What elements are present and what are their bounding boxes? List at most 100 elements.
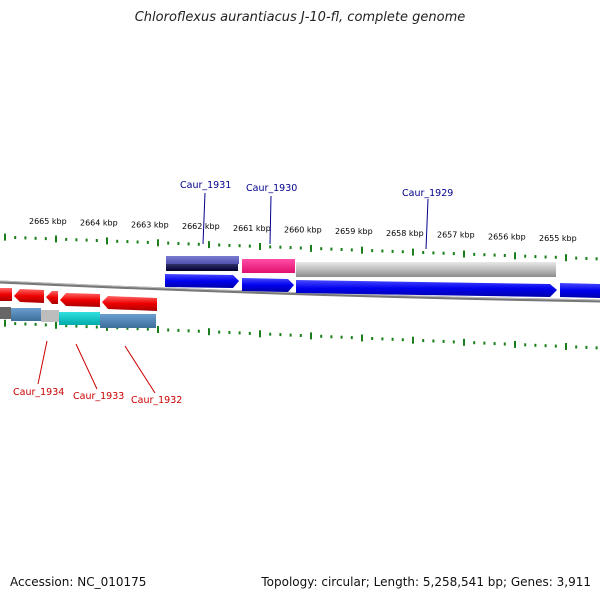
scale-top-tick bbox=[401, 250, 404, 254]
scale-top-tick bbox=[432, 251, 435, 255]
gene-caur-1932-arrow-a[interactable] bbox=[60, 293, 100, 307]
scale-bottom-tick bbox=[4, 319, 6, 327]
scale-top-tick bbox=[330, 247, 333, 251]
scale-top-tick bbox=[238, 244, 241, 248]
scale-bottom-tick bbox=[575, 345, 578, 349]
scale-bottom-tick bbox=[75, 324, 78, 328]
scale-bottom-tick bbox=[320, 334, 323, 338]
scale-top-tick bbox=[228, 243, 231, 247]
scale-top-tick bbox=[44, 237, 47, 241]
scale-top-tick bbox=[350, 248, 353, 252]
scale-bottom-tick bbox=[350, 336, 353, 340]
scale-bottom-tick bbox=[157, 326, 159, 333]
label-caur-1934[interactable]: Caur_1934 bbox=[13, 387, 64, 398]
scale-top-tick bbox=[565, 254, 567, 262]
scale-top-tick bbox=[452, 252, 455, 256]
scale-bottom-tick bbox=[585, 345, 588, 349]
gene-caur-1933-gap[interactable] bbox=[41, 310, 59, 322]
reverse-strand-genes bbox=[0, 288, 157, 311]
scale-top-tick bbox=[391, 249, 394, 253]
scale-bottom-tick bbox=[95, 325, 98, 329]
scale-top-tick bbox=[554, 255, 557, 259]
gene-caur-1929-arrow[interactable] bbox=[296, 280, 557, 297]
label-caur-1929[interactable]: Caur_1929 bbox=[402, 188, 453, 199]
label-caur-1932[interactable]: Caur_1932 bbox=[131, 395, 182, 406]
scale-top-tick bbox=[24, 236, 27, 240]
scale-bottom-tick bbox=[330, 335, 333, 339]
gene-caur-1934-arrow[interactable] bbox=[14, 289, 44, 303]
scale-top-tick bbox=[146, 240, 149, 244]
gene-caur-1933-bar[interactable] bbox=[59, 312, 100, 325]
scale-top-tick bbox=[177, 242, 180, 245]
scale-top-tick bbox=[595, 257, 598, 261]
scale-bottom-tick bbox=[187, 329, 190, 333]
gene-caur-1932-arrow-b[interactable] bbox=[102, 296, 157, 311]
scale-bottom-tick bbox=[371, 337, 374, 340]
scale-bottom-tick bbox=[24, 322, 27, 326]
gene-caur-1932-bar[interactable] bbox=[100, 314, 156, 328]
scale-label: 2660 kbp bbox=[284, 226, 322, 235]
gene-caur-1931-bar-dark[interactable] bbox=[166, 264, 238, 271]
scale-top-tick bbox=[167, 241, 170, 245]
scale-label: 2664 kbp bbox=[80, 219, 118, 228]
genome-summary-text: Topology: circular; Length: 5,258,541 bp… bbox=[261, 575, 591, 589]
scale-top-tick bbox=[320, 247, 323, 251]
scale-top-tick bbox=[289, 246, 292, 250]
reverse-gene-labels: Caur_1934 Caur_1933 Caur_1932 bbox=[13, 387, 182, 406]
map-title: Chloroflexus aurantiacus J-10-fl, comple… bbox=[134, 10, 466, 25]
scale-bottom-tick bbox=[483, 341, 486, 345]
scale-label: 2656 kbp bbox=[488, 232, 526, 241]
scale-bottom-tick bbox=[473, 341, 476, 345]
scale-top-tick bbox=[442, 251, 445, 255]
scale-ticks-bottom bbox=[4, 319, 598, 350]
scale-top-tick bbox=[463, 250, 465, 258]
scale-bottom-tick bbox=[565, 343, 567, 350]
scale-top-tick bbox=[136, 240, 139, 244]
leader-caur-1929 bbox=[425, 198, 429, 250]
gene-caur-1933-arrow[interactable] bbox=[46, 291, 58, 304]
scale-top-tick bbox=[95, 239, 98, 242]
scale-bottom-tick bbox=[412, 336, 414, 344]
scale-bottom-tick bbox=[554, 344, 557, 348]
scale-top-tick bbox=[4, 233, 6, 241]
gene-caur-1931-arrow[interactable] bbox=[165, 274, 239, 288]
scale-bottom-tick bbox=[177, 328, 180, 332]
scale-label: 2657 kbp bbox=[437, 231, 475, 240]
gene-next-arrow[interactable] bbox=[560, 283, 600, 298]
scale-top-tick bbox=[197, 242, 200, 246]
scale-bottom-tick bbox=[279, 333, 282, 337]
gene-caur-1929-bar[interactable] bbox=[296, 262, 556, 277]
label-caur-1931[interactable]: Caur_1931 bbox=[180, 180, 231, 191]
scale-top-tick bbox=[483, 253, 486, 257]
scale-bottom-tick bbox=[85, 325, 88, 329]
genome-backbone bbox=[0, 280, 600, 303]
scale-top-tick bbox=[340, 248, 343, 251]
scale-bottom-tick bbox=[544, 344, 547, 348]
scale-bottom-tick bbox=[422, 339, 425, 343]
gene-caur-1934-bar[interactable] bbox=[11, 308, 41, 321]
scale-bottom-tick bbox=[14, 322, 17, 326]
forward-strand-track bbox=[166, 256, 556, 277]
scale-bottom-tick bbox=[299, 334, 302, 337]
label-caur-1930[interactable]: Caur_1930 bbox=[246, 183, 297, 194]
scale-top-tick bbox=[126, 240, 129, 244]
scale-bottom-tick bbox=[381, 337, 384, 341]
scale-top-tick bbox=[279, 245, 282, 249]
scale-top-tick bbox=[75, 238, 78, 242]
scale-top-tick bbox=[524, 254, 527, 258]
gene-caur-1930-arrow[interactable] bbox=[242, 278, 294, 292]
gene-caur-1930-bar[interactable] bbox=[242, 259, 295, 273]
gene-prev-arrow[interactable] bbox=[0, 288, 12, 301]
scale-top-tick bbox=[412, 248, 414, 256]
scale-label: 2655 kbp bbox=[539, 234, 577, 243]
gene-caur-1931-bar[interactable] bbox=[166, 256, 239, 264]
label-caur-1933[interactable]: Caur_1933 bbox=[73, 391, 124, 402]
scale-label: 2662 kbp bbox=[182, 222, 220, 231]
scale-bottom-tick bbox=[524, 343, 527, 347]
scale-bottom-tick bbox=[289, 333, 292, 337]
gene-prev-bar[interactable] bbox=[0, 307, 11, 319]
scale-top-tick bbox=[106, 237, 108, 245]
leader-caur-1933 bbox=[75, 343, 98, 390]
scale-top-tick bbox=[361, 246, 363, 254]
scale-top-tick bbox=[534, 255, 537, 259]
